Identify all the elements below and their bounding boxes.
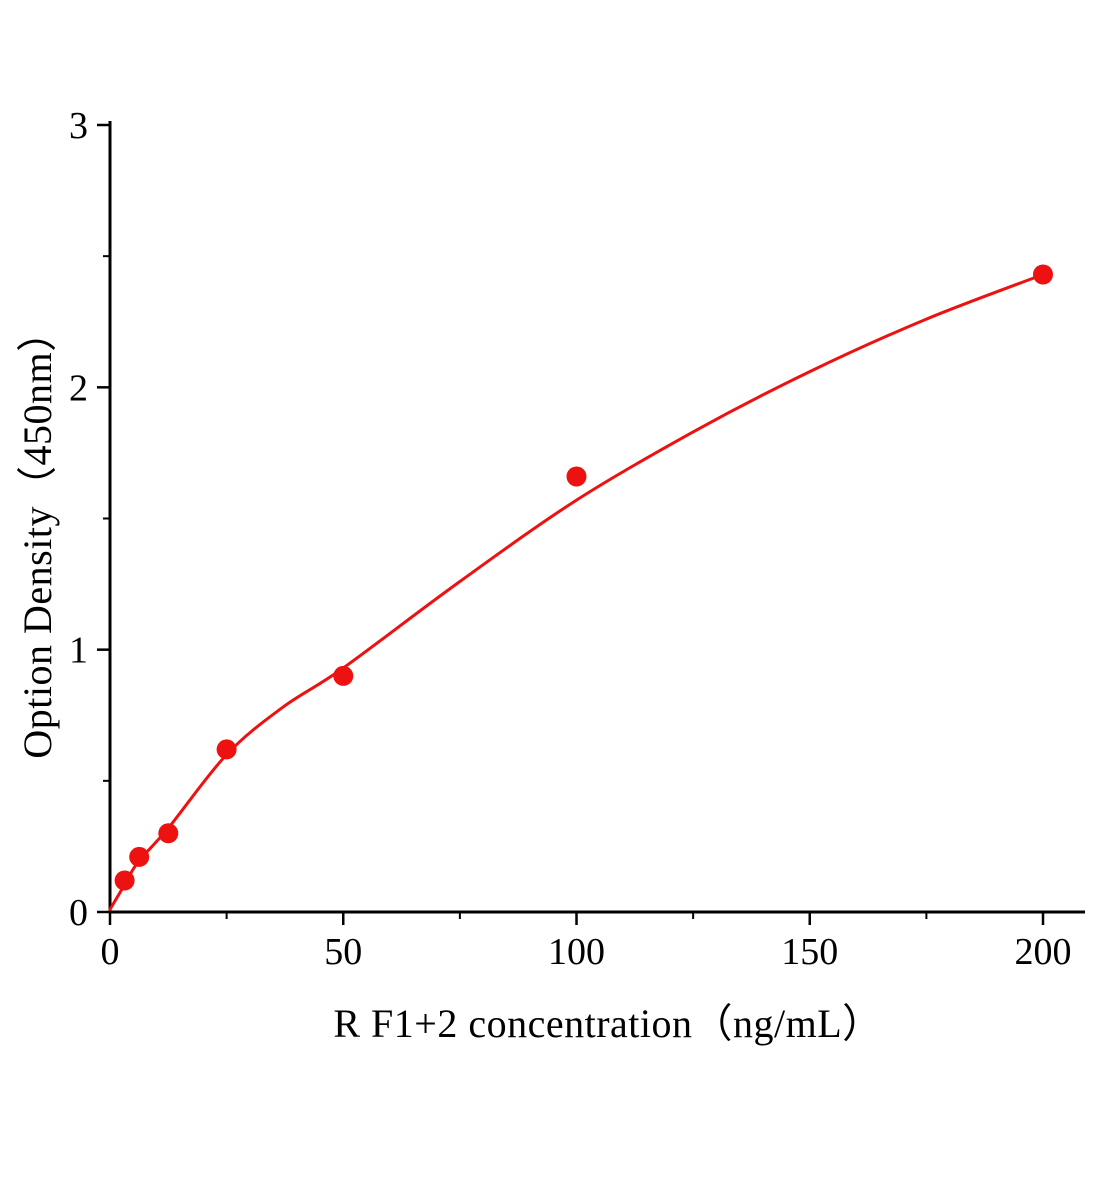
x-axis-label: R F1+2 concentration（ng/mL） [333,1001,883,1046]
y-tick-label: 2 [69,367,88,409]
data-point [114,870,135,891]
data-point [1033,264,1053,285]
x-tick-label: 100 [548,931,605,973]
fit-curve-line [108,273,1045,911]
data-point [566,466,587,487]
y-tick-label: 3 [69,105,88,147]
x-tick-label: 50 [324,931,362,973]
data-point [333,665,354,686]
data-point [129,846,150,867]
y-axis-label: Option Density（450nm） [15,311,60,759]
x-tick-label: 200 [1015,931,1072,973]
x-tick-label: 0 [101,931,120,973]
x-tick-label: 150 [781,931,838,973]
data-point [216,739,237,760]
y-tick-label: 1 [69,630,88,672]
y-tick-label: 0 [69,892,88,934]
data-point [158,823,179,844]
